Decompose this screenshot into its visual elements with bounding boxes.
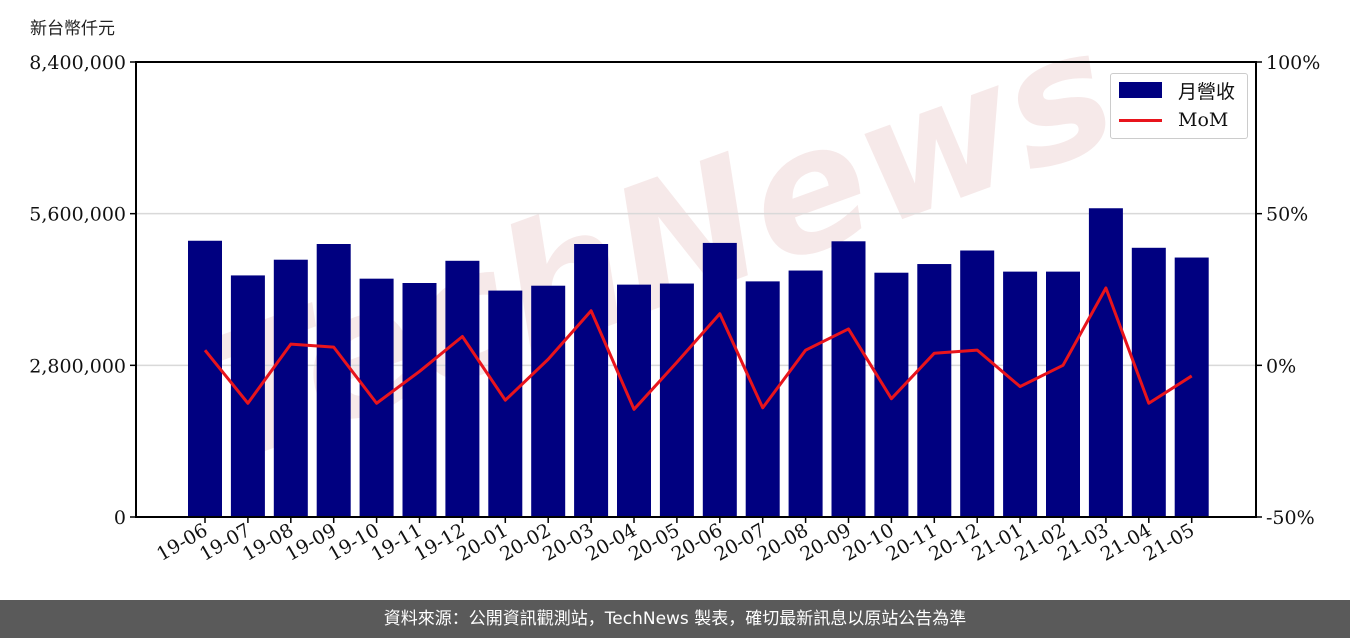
legend-label-mom: MoM bbox=[1178, 109, 1229, 131]
bar-revenue-19-06 bbox=[188, 240, 222, 517]
y-left-tick-label: 0 bbox=[114, 507, 126, 529]
legend-entry-mom: MoM bbox=[1119, 107, 1228, 133]
legend-label-revenue: 月營收 bbox=[1178, 80, 1236, 103]
legend-entry-revenue: 月營收 bbox=[1119, 77, 1235, 103]
bar-revenue-20-04 bbox=[617, 284, 651, 517]
bar-revenue-20-12 bbox=[960, 250, 995, 517]
bar-revenue-20-05 bbox=[659, 283, 694, 517]
bar-revenue-20-01 bbox=[488, 290, 523, 517]
bar-revenue-19-07 bbox=[230, 275, 265, 517]
y-left-tick-label: 2,800,000 bbox=[29, 355, 126, 377]
x-tick-label-21-05: 21-05 bbox=[1140, 519, 1198, 565]
y-right-tick-label: 100% bbox=[1266, 52, 1320, 74]
bar-revenue-20-07 bbox=[745, 281, 780, 517]
y-right-tick-label: 50% bbox=[1266, 204, 1308, 226]
footer-source-note: 資料來源：公開資訊觀測站，TechNews 製表，確切最新訊息以原站公告為準 bbox=[0, 600, 1350, 638]
legend-swatch-bar bbox=[1119, 82, 1162, 98]
bar-revenue-20-02 bbox=[531, 285, 566, 517]
revenue-chart: TechNews02,800,0005,600,0008,400,000-50%… bbox=[29, 0, 1320, 566]
plot-frame bbox=[135, 61, 1257, 518]
bar-revenue-21-01 bbox=[1003, 271, 1038, 517]
bar-revenue-20-06 bbox=[702, 242, 737, 517]
bar-revenue-21-03 bbox=[1088, 208, 1123, 517]
bar-revenue-21-02 bbox=[1046, 271, 1080, 517]
bar-revenue-19-09 bbox=[316, 244, 351, 517]
bar-revenue-20-03 bbox=[574, 244, 609, 517]
bar-revenue-20-10 bbox=[874, 272, 909, 517]
y-right-tick-label: 0% bbox=[1266, 355, 1296, 377]
y-axis-unit-label: 新台幣仟元 bbox=[30, 19, 115, 39]
chart-legend: 月營收 MoM bbox=[1110, 73, 1248, 139]
y-right-tick-label: -50% bbox=[1266, 507, 1315, 529]
bar-revenue-20-11 bbox=[917, 264, 952, 517]
bar-revenue-19-11 bbox=[402, 283, 437, 517]
bar-revenue-21-05 bbox=[1174, 257, 1209, 517]
bar-revenue-20-09 bbox=[831, 241, 866, 517]
legend-swatch-line bbox=[1119, 118, 1162, 122]
bar-revenue-20-08 bbox=[788, 270, 823, 517]
bar-revenue-19-12 bbox=[445, 260, 480, 517]
bar-revenue-19-08 bbox=[273, 259, 308, 517]
line-mom bbox=[203, 286, 1193, 411]
bar-revenue-21-04 bbox=[1131, 247, 1166, 517]
y-left-tick-label: 5,600,000 bbox=[29, 204, 126, 226]
bar-revenue-19-10 bbox=[359, 278, 394, 517]
y-left-tick-label: 8,400,000 bbox=[29, 52, 126, 74]
